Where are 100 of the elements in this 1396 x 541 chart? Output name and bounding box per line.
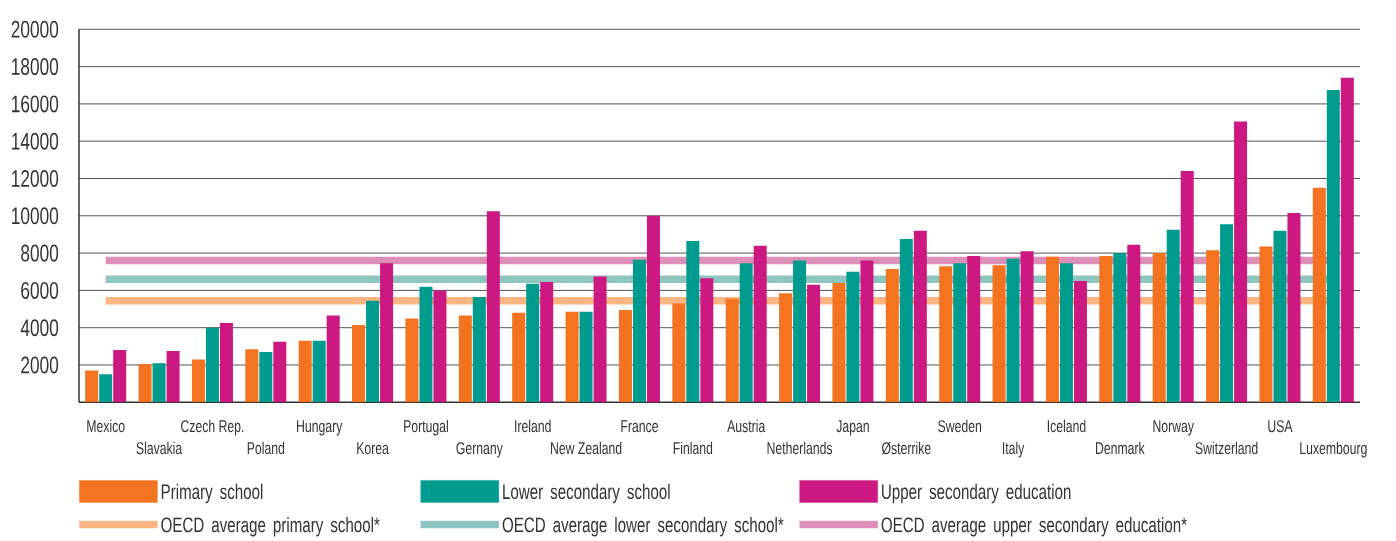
bar bbox=[899, 239, 913, 403]
x-tick-label: France bbox=[621, 420, 658, 433]
bar bbox=[166, 351, 180, 403]
y-tick-label: 4000 bbox=[20, 319, 59, 337]
bar bbox=[298, 340, 312, 403]
y-tick-label: 6000 bbox=[21, 281, 59, 299]
legend-label: OECD average upper secondary education* bbox=[881, 516, 1187, 537]
bar bbox=[1020, 251, 1034, 403]
bar bbox=[686, 240, 700, 403]
bar bbox=[779, 293, 793, 403]
x-tick-label: New Zealand bbox=[551, 441, 622, 455]
bar bbox=[419, 286, 433, 403]
y-tick-label: 10000 bbox=[12, 207, 59, 225]
bar bbox=[1099, 255, 1113, 403]
bar bbox=[753, 245, 767, 403]
bar bbox=[846, 271, 860, 403]
x-tick-label: Portugal bbox=[404, 419, 448, 436]
bar bbox=[739, 263, 753, 403]
bar bbox=[967, 255, 981, 403]
bar bbox=[1312, 187, 1326, 403]
bar bbox=[512, 312, 526, 403]
bar bbox=[672, 303, 686, 403]
bar bbox=[1152, 253, 1166, 403]
legend-label: OECD average lower secondary school* bbox=[502, 516, 784, 537]
bar bbox=[632, 259, 646, 403]
bar bbox=[807, 284, 821, 403]
x-tick-label: Iceland bbox=[1047, 419, 1086, 433]
y-tick-label: 20000 bbox=[11, 20, 59, 38]
x-tick-label: Denmark bbox=[1096, 441, 1145, 455]
bar bbox=[1234, 121, 1248, 403]
bar bbox=[992, 265, 1006, 403]
legend-label: Upper secondary education bbox=[882, 483, 1071, 504]
bar bbox=[380, 263, 394, 403]
bar bbox=[700, 278, 714, 403]
bar bbox=[205, 327, 219, 403]
bar bbox=[913, 230, 927, 403]
y-tick-label: 14000 bbox=[12, 132, 59, 150]
bar bbox=[1206, 250, 1220, 403]
bar bbox=[579, 311, 593, 403]
x-tick-label: USA bbox=[1268, 420, 1293, 433]
bar bbox=[433, 290, 447, 403]
bar bbox=[138, 364, 152, 403]
x-tick-label: Luxembourg bbox=[1300, 441, 1367, 458]
bar bbox=[953, 263, 967, 403]
bar bbox=[1045, 256, 1059, 403]
bar bbox=[1273, 230, 1287, 403]
x-tick-label: Finland bbox=[673, 441, 713, 455]
bar bbox=[405, 318, 419, 403]
bar bbox=[1073, 281, 1087, 403]
bar bbox=[646, 215, 660, 403]
x-tick-label: Switzerland bbox=[1195, 441, 1258, 455]
bar bbox=[326, 315, 340, 403]
bar bbox=[85, 370, 99, 403]
x-tick-label: Hungary bbox=[297, 420, 343, 436]
bar bbox=[1259, 246, 1273, 403]
bar bbox=[1127, 244, 1141, 403]
x-tick-label: Poland bbox=[247, 441, 285, 455]
x-tick-label: Mexico bbox=[87, 419, 125, 433]
bar bbox=[366, 300, 380, 403]
bar bbox=[793, 260, 807, 403]
y-tick-label: 8000 bbox=[21, 244, 59, 262]
x-tick-label: Czech Rep. bbox=[181, 419, 244, 436]
bar bbox=[526, 283, 540, 403]
bar bbox=[1287, 213, 1301, 403]
bar bbox=[472, 296, 486, 403]
bar bbox=[1166, 229, 1180, 403]
bar bbox=[219, 323, 233, 403]
x-tick-label: Netherlands bbox=[767, 441, 833, 455]
legend-label: Primary school bbox=[161, 483, 263, 504]
x-tick-label: Italy bbox=[1002, 441, 1025, 458]
x-tick-label: Østerrike bbox=[881, 441, 931, 455]
bar bbox=[885, 268, 899, 403]
bar bbox=[1006, 258, 1020, 403]
bar bbox=[1340, 77, 1354, 403]
bar bbox=[113, 350, 127, 403]
bar bbox=[99, 374, 113, 403]
y-tick-label: 2000 bbox=[21, 356, 59, 374]
bar bbox=[1180, 171, 1194, 403]
bar bbox=[832, 282, 846, 403]
bar bbox=[312, 340, 326, 403]
bar bbox=[860, 260, 874, 403]
bar bbox=[939, 266, 953, 403]
bar bbox=[352, 324, 366, 403]
bar bbox=[245, 349, 259, 403]
bar bbox=[565, 311, 579, 403]
legend-label: Lower secondary school bbox=[503, 483, 670, 504]
bar bbox=[273, 341, 287, 403]
x-tick-label: Norway bbox=[1153, 420, 1194, 436]
x-tick-label: Sweden bbox=[938, 419, 982, 433]
legend-label: OECD average primary school* bbox=[161, 516, 380, 537]
x-tick-label: Austria bbox=[727, 419, 766, 433]
bar bbox=[152, 363, 166, 403]
bar bbox=[1059, 263, 1073, 403]
bar bbox=[593, 276, 607, 403]
bar bbox=[458, 315, 472, 403]
bar bbox=[725, 298, 739, 403]
bar bbox=[1113, 253, 1127, 403]
x-tick-label: Japan bbox=[836, 420, 869, 436]
bar bbox=[486, 211, 500, 403]
x-tick-label: Ireland bbox=[515, 419, 551, 433]
